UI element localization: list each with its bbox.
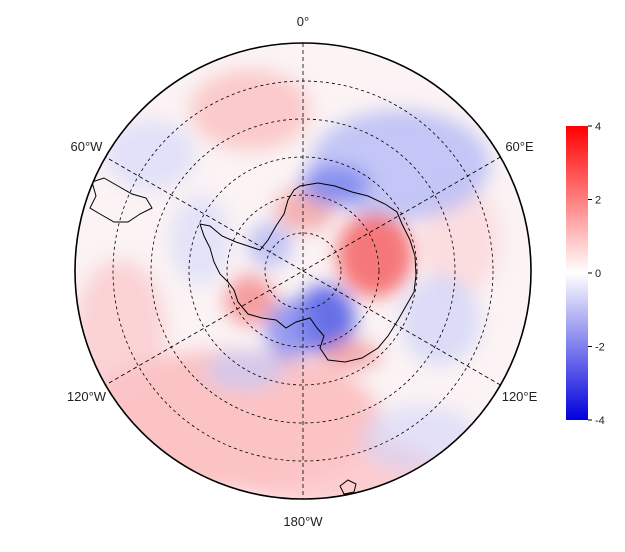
longitude-label: 60°W <box>71 139 104 154</box>
longitude-labels: 0° 60°E 120°E 180°W 120°W 60°W <box>67 14 538 529</box>
antarctica-coastline <box>199 182 417 363</box>
latitude-circle <box>226 194 380 348</box>
colorbar-ticks: 4 2 0 -2 -4 <box>588 121 605 427</box>
colorbar-tick-label: -4 <box>595 415 605 427</box>
colorbar-tick-label: 4 <box>595 121 601 133</box>
longitude-label: 60°E <box>505 139 534 154</box>
longitude-label: 0° <box>297 14 309 29</box>
colorbar-tick-label: -2 <box>595 342 605 354</box>
colorbar-tick-label: 0 <box>595 268 601 280</box>
longitude-label: 120°W <box>67 389 107 404</box>
longitude-gridlines <box>105 43 501 499</box>
south-america-coastline <box>89 177 153 223</box>
map-disk <box>75 43 531 499</box>
colorbar: 4 2 0 -2 -4 <box>566 121 605 427</box>
meridian-line <box>105 156 501 386</box>
longitude-label: 120°E <box>502 389 538 404</box>
latitude-circle <box>264 232 342 310</box>
longitude-label: 180°W <box>283 514 323 529</box>
colorbar-gradient <box>566 126 588 420</box>
new-zealand-coastline <box>339 479 357 495</box>
colorbar-tick-label: 2 <box>595 195 601 207</box>
latitude-circle <box>150 118 456 424</box>
map-boundary <box>74 42 532 500</box>
